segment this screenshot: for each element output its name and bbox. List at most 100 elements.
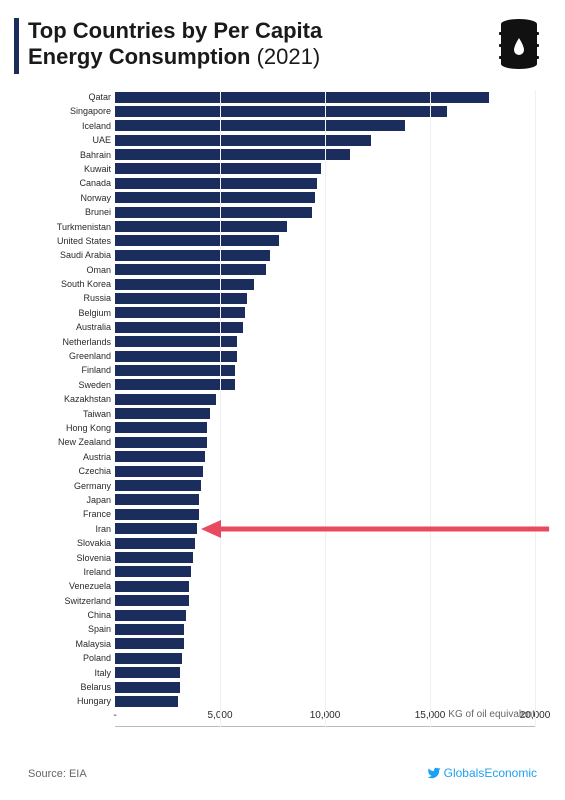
country-label: Belarus xyxy=(30,682,115,692)
title-bold: Energy Consumption xyxy=(28,44,250,69)
bar xyxy=(115,422,207,433)
bar xyxy=(115,667,180,678)
country-label: Oman xyxy=(30,265,115,275)
country-label: South Korea xyxy=(30,279,115,289)
bar-row: France xyxy=(30,507,535,521)
bar xyxy=(115,293,247,304)
country-label: Norway xyxy=(30,193,115,203)
accent-bar xyxy=(14,18,19,74)
bar xyxy=(115,696,178,707)
bar-row: Australia xyxy=(30,320,535,334)
bar xyxy=(115,307,245,318)
bar-row: Slovenia xyxy=(30,551,535,565)
bar-row: Singapore xyxy=(30,104,535,118)
bar xyxy=(115,552,193,563)
bar xyxy=(115,682,180,693)
title-line2: Energy Consumption (2021) xyxy=(28,44,485,70)
bar xyxy=(115,494,199,505)
country-label: Finland xyxy=(30,365,115,375)
country-label: Kuwait xyxy=(30,164,115,174)
bar-row: Hong Kong xyxy=(30,421,535,435)
bar xyxy=(115,192,315,203)
country-label: Malaysia xyxy=(30,639,115,649)
bar xyxy=(115,322,243,333)
bar-row: Canada xyxy=(30,176,535,190)
bar xyxy=(115,135,371,146)
bar-row: Netherlands xyxy=(30,335,535,349)
bar xyxy=(115,163,321,174)
bar-row: Russia xyxy=(30,291,535,305)
bar-row: China xyxy=(30,608,535,622)
bar xyxy=(115,120,405,131)
bar xyxy=(115,351,237,362)
bar-row: Czechia xyxy=(30,464,535,478)
title-line1: Top Countries by Per Capita xyxy=(28,18,485,44)
bar xyxy=(115,106,447,117)
country-label: Hong Kong xyxy=(30,423,115,433)
bar xyxy=(115,480,201,491)
bar-row: South Korea xyxy=(30,277,535,291)
twitter-icon xyxy=(427,766,441,780)
bar xyxy=(115,581,189,592)
bar-row: New Zealand xyxy=(30,435,535,449)
gridline xyxy=(220,90,221,727)
bar-row: Qatar xyxy=(30,90,535,104)
x-tick: - xyxy=(113,710,116,721)
bar-row: Austria xyxy=(30,450,535,464)
bar xyxy=(115,394,216,405)
country-label: Ireland xyxy=(30,567,115,577)
bar xyxy=(115,451,205,462)
bar xyxy=(115,264,266,275)
bar-row: Greenland xyxy=(30,349,535,363)
country-label: Austria xyxy=(30,452,115,462)
bar xyxy=(115,279,254,290)
country-label: Venezuela xyxy=(30,581,115,591)
country-label: Turkmenistan xyxy=(30,222,115,232)
gridline xyxy=(535,90,536,727)
country-label: Slovakia xyxy=(30,538,115,548)
title-year: (2021) xyxy=(257,44,321,69)
chart-area: QatarSingaporeIcelandUAEBahrainKuwaitCan… xyxy=(30,90,535,730)
country-label: Italy xyxy=(30,668,115,678)
bar-row: Norway xyxy=(30,191,535,205)
bar xyxy=(115,250,270,261)
country-label: UAE xyxy=(30,135,115,145)
gridline xyxy=(430,90,431,727)
bar-row: Switzerland xyxy=(30,594,535,608)
bar xyxy=(115,610,186,621)
country-label: Spain xyxy=(30,624,115,634)
bar xyxy=(115,235,279,246)
bar xyxy=(115,624,184,635)
bar-row: Taiwan xyxy=(30,407,535,421)
bar-row: Saudi Arabia xyxy=(30,248,535,262)
country-label: Switzerland xyxy=(30,596,115,606)
bar xyxy=(115,523,197,534)
bar xyxy=(115,566,191,577)
bar xyxy=(115,149,350,160)
twitter-credit[interactable]: GlobalsEconomic xyxy=(427,766,537,780)
bar-row: Sweden xyxy=(30,378,535,392)
bar-row: Poland xyxy=(30,651,535,665)
bar xyxy=(115,509,199,520)
country-label: Greenland xyxy=(30,351,115,361)
bar xyxy=(115,178,317,189)
country-label: Czechia xyxy=(30,466,115,476)
gridline xyxy=(325,90,326,727)
bar-row: Brunei xyxy=(30,205,535,219)
bar xyxy=(115,466,203,477)
bar-row: Ireland xyxy=(30,565,535,579)
country-label: United States xyxy=(30,236,115,246)
country-label: Australia xyxy=(30,322,115,332)
country-label: Kazakhstan xyxy=(30,394,115,404)
bar-row: UAE xyxy=(30,133,535,147)
bar xyxy=(115,207,312,218)
bar-row: Germany xyxy=(30,479,535,493)
country-label: Saudi Arabia xyxy=(30,250,115,260)
country-label: Singapore xyxy=(30,106,115,116)
country-label: Japan xyxy=(30,495,115,505)
chart-header: Top Countries by Per Capita Energy Consu… xyxy=(28,18,485,71)
country-label: Qatar xyxy=(30,92,115,102)
country-label: Hungary xyxy=(30,696,115,706)
bar xyxy=(115,221,287,232)
country-label: Bahrain xyxy=(30,150,115,160)
